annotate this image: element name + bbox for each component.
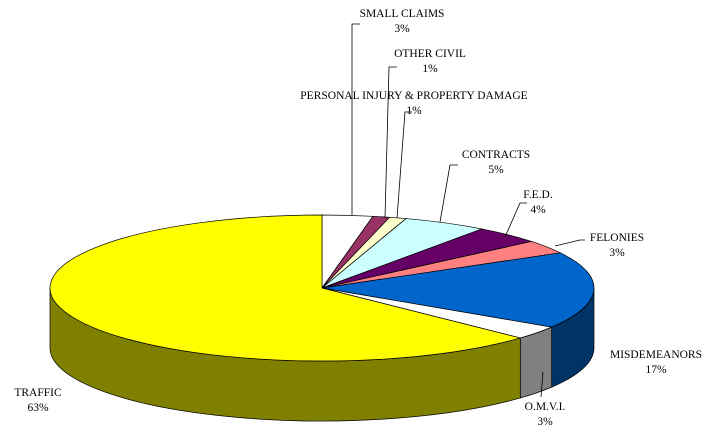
slice-label: OTHER CIVIL 1%: [370, 47, 490, 76]
category-label: MISDEMEANORS: [609, 349, 702, 361]
leader-line: [351, 23, 360, 215]
category-label: CONTRACTS: [461, 149, 531, 161]
slice-side: [519, 326, 553, 399]
value-label: 3%: [609, 246, 625, 259]
slice-label: CONTRACTS 5%: [436, 148, 556, 177]
value-label: 17%: [645, 363, 667, 376]
category-label: TRAFFIC: [14, 387, 62, 399]
slice-label: F.E.D. 4%: [498, 188, 578, 217]
slice: [49, 214, 522, 362]
slice-label: FELONIES 3%: [567, 231, 667, 260]
slice-label: O.M.V.I. 3%: [505, 400, 585, 429]
category-label: F.E.D.: [523, 189, 553, 201]
category-label: PERSONAL INJURY & PROPERTY DAMAGE: [300, 90, 528, 102]
category-label: OTHER CIVIL: [394, 48, 466, 60]
leader-line: [540, 371, 544, 398]
leader-line: [439, 164, 458, 223]
value-label: 4%: [530, 203, 546, 216]
leader-line: [396, 111, 412, 219]
slice-label: SMALL CLAIMS 3%: [332, 7, 472, 36]
leader-line: [554, 239, 585, 247]
slice-label: TRAFFIC 63%: [3, 386, 73, 415]
slice-label: PERSONAL INJURY & PROPERTY DAMAGE 1%: [299, 89, 529, 118]
slice: [321, 252, 595, 328]
value-label: 3%: [537, 415, 553, 428]
leader-line: [504, 202, 527, 238]
category-label: FELONIES: [589, 232, 645, 244]
leader-line: [384, 66, 397, 219]
value-label: 5%: [488, 163, 504, 176]
slice-label: MISDEMEANORS 17%: [596, 348, 716, 377]
value-label: 1%: [422, 62, 438, 75]
category-label: O.M.V.I.: [524, 401, 566, 413]
value-label: 3%: [394, 22, 410, 35]
category-label: SMALL CLAIMS: [359, 8, 445, 20]
value-label: 1%: [406, 104, 422, 117]
value-label: 63%: [27, 401, 49, 414]
